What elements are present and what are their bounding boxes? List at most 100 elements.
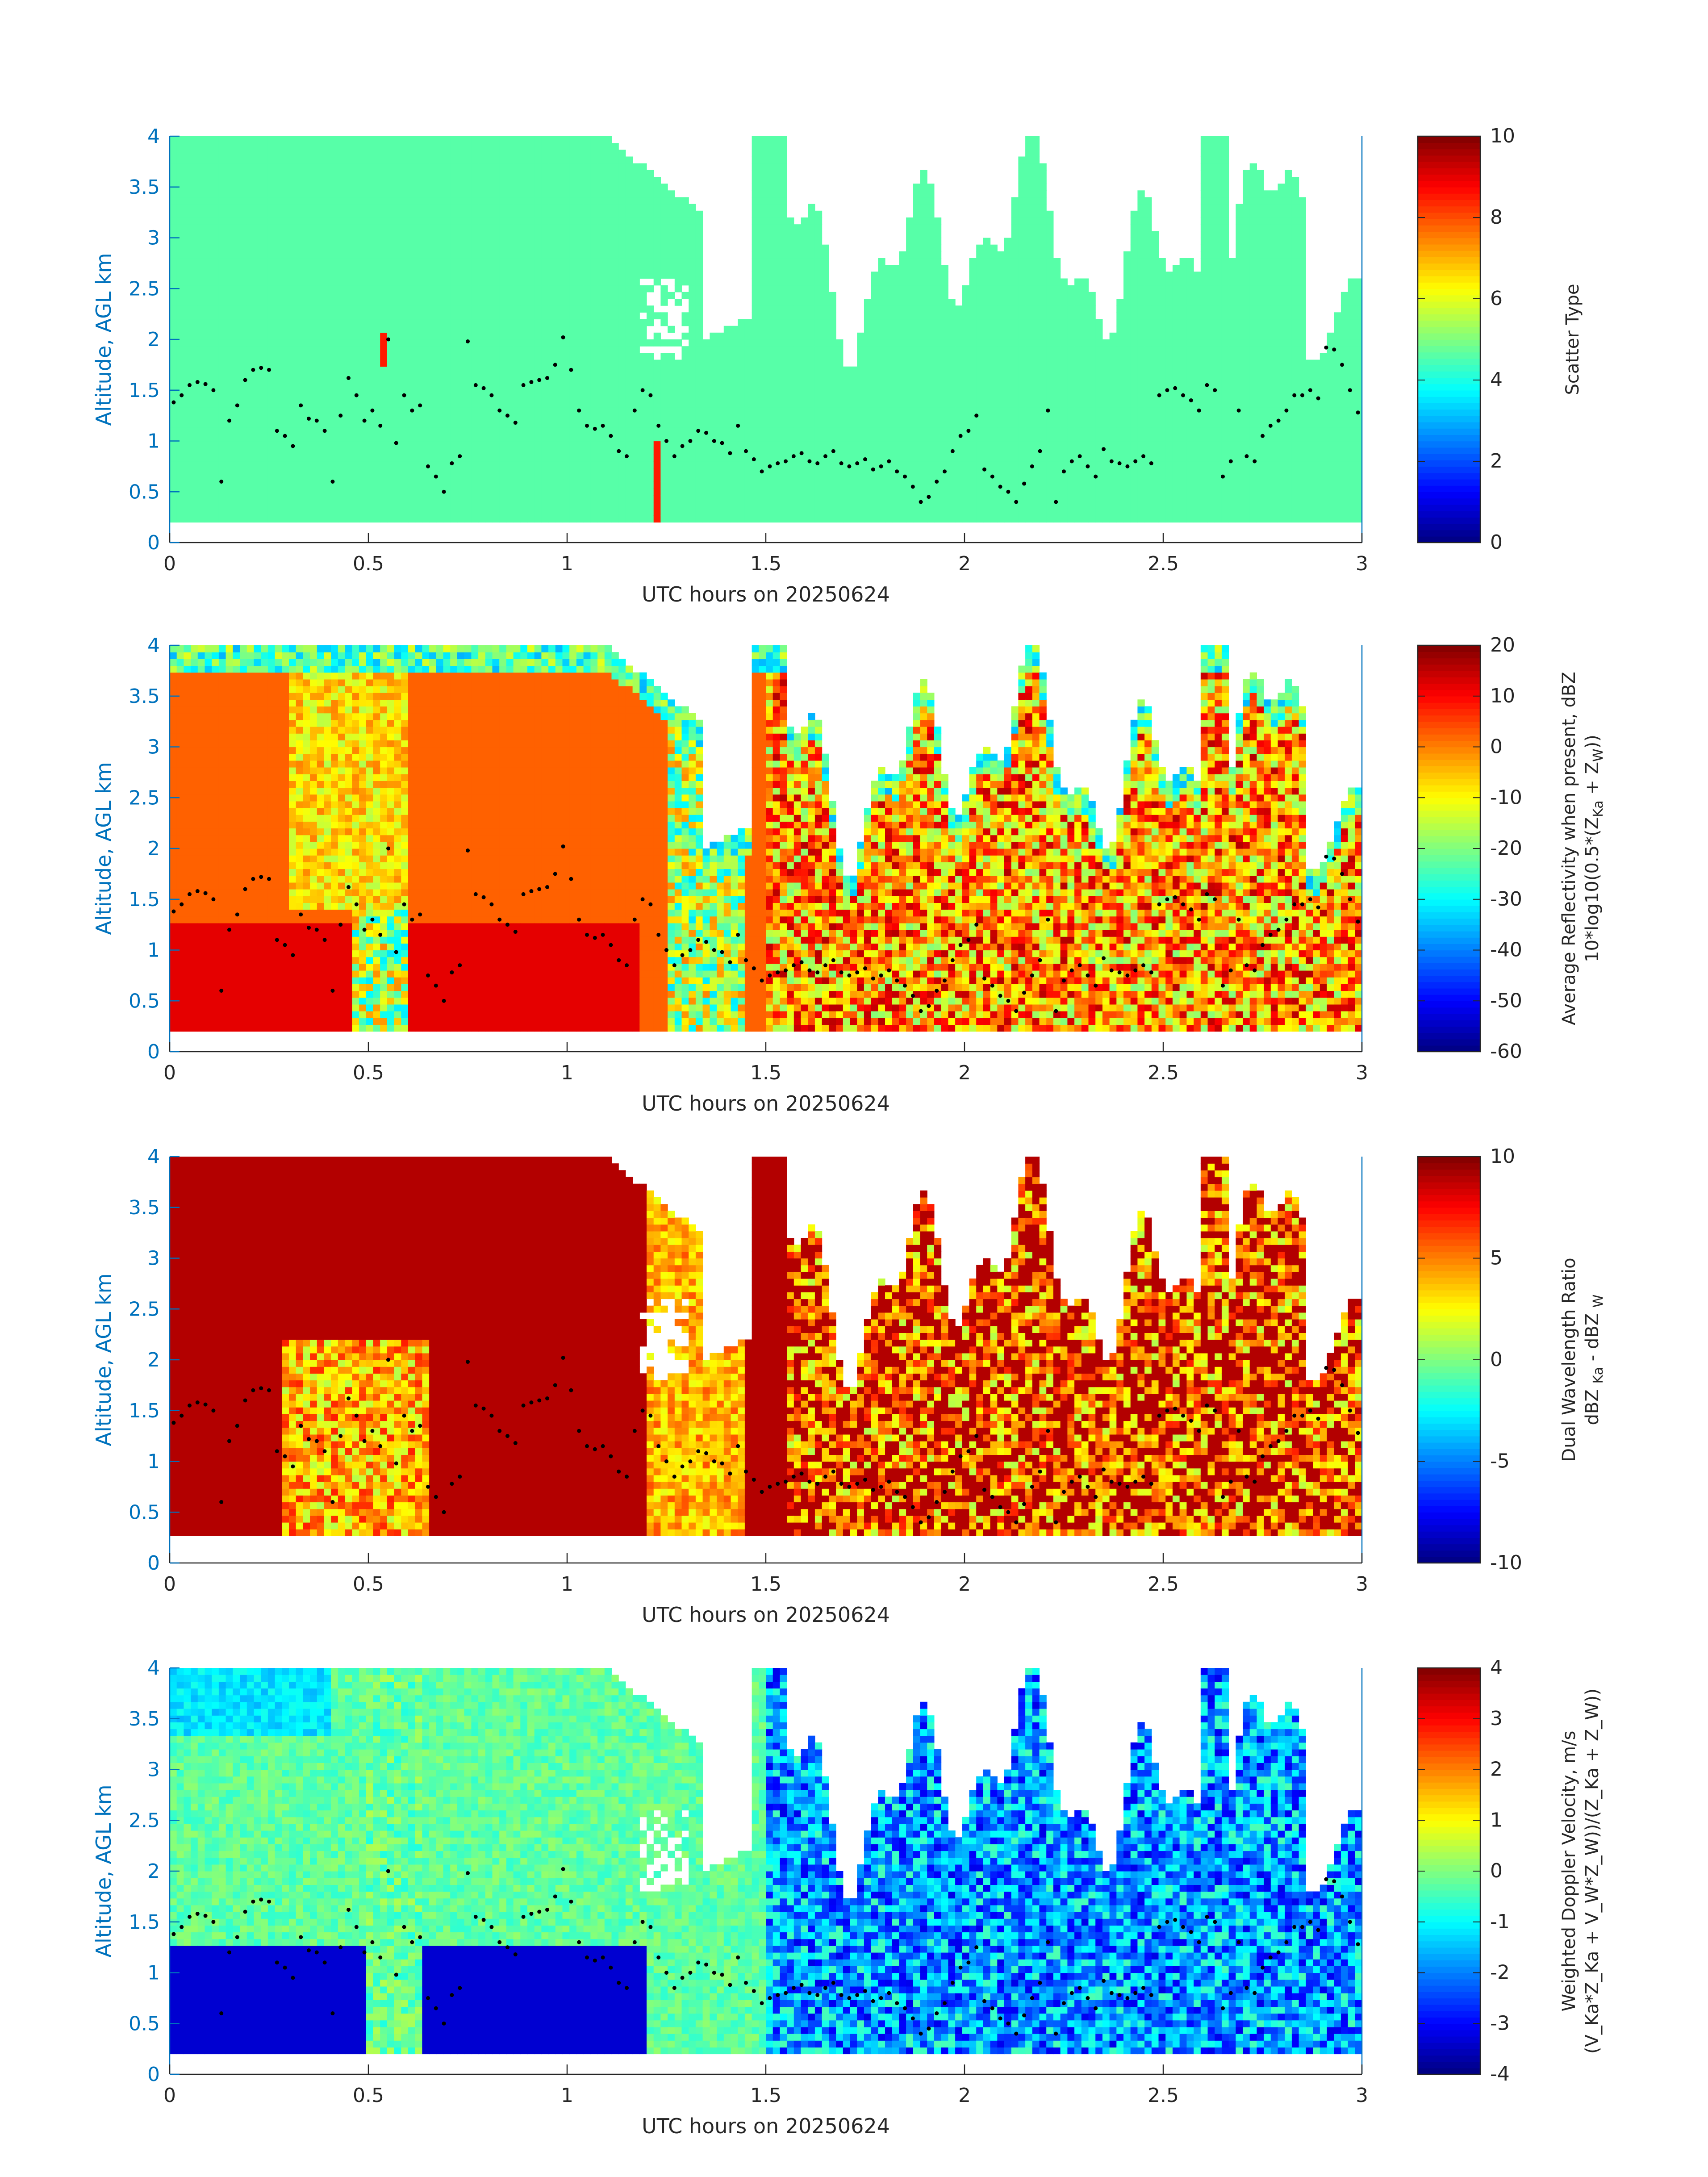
heatmap-cell bbox=[506, 150, 514, 157]
heatmap-cell bbox=[457, 421, 464, 428]
heatmap-cell bbox=[408, 495, 415, 502]
heatmap-cell bbox=[815, 285, 822, 292]
heatmap-cell bbox=[324, 305, 331, 313]
heatmap-cell bbox=[675, 211, 682, 218]
heatmap-cell bbox=[310, 367, 317, 374]
heatmap-cell bbox=[345, 190, 352, 197]
heatmap-cell bbox=[317, 224, 324, 231]
heatmap-cell bbox=[689, 387, 696, 394]
heatmap-cell bbox=[380, 489, 387, 496]
heatmap-cell bbox=[478, 326, 485, 333]
heatmap-cell bbox=[485, 346, 493, 353]
heatmap-cell bbox=[576, 434, 584, 441]
heatmap-cell bbox=[626, 245, 633, 252]
heatmap-cell bbox=[212, 312, 219, 319]
heatmap-cell bbox=[766, 285, 773, 292]
heatmap-cell bbox=[352, 360, 359, 367]
heatmap-cell bbox=[675, 251, 682, 259]
heatmap-cell bbox=[289, 136, 296, 143]
heatmap-cell bbox=[205, 150, 212, 157]
heatmap-cell bbox=[177, 170, 184, 177]
heatmap-cell bbox=[408, 333, 415, 340]
heatmap-cell bbox=[801, 461, 808, 468]
heatmap-cell bbox=[233, 421, 240, 428]
heatmap-cell bbox=[590, 217, 597, 225]
heatmap-cell bbox=[514, 217, 521, 225]
heatmap-cell bbox=[514, 326, 521, 333]
heatmap-cell bbox=[541, 224, 548, 231]
heatmap-cell bbox=[569, 475, 576, 482]
heatmap-cell bbox=[506, 489, 514, 496]
heatmap-cell bbox=[296, 305, 303, 313]
heatmap-cell bbox=[296, 299, 303, 306]
heatmap-cell bbox=[822, 339, 829, 347]
heatmap-cell bbox=[499, 319, 506, 326]
heatmap-cell bbox=[401, 482, 408, 489]
heatmap-cell bbox=[506, 482, 514, 489]
heatmap-cell bbox=[633, 448, 640, 455]
heatmap-cell bbox=[563, 204, 570, 211]
heatmap-cell bbox=[569, 265, 576, 272]
heatmap-cell bbox=[240, 421, 247, 428]
heatmap-cell bbox=[682, 319, 689, 326]
heatmap-cell bbox=[794, 279, 801, 286]
heatmap-cell bbox=[177, 339, 184, 347]
heatmap-cell bbox=[541, 197, 548, 205]
heatmap-cell bbox=[359, 279, 366, 286]
heatmap-cell bbox=[352, 461, 359, 468]
heatmap-cell bbox=[324, 441, 331, 448]
heatmap-cell bbox=[359, 393, 366, 401]
heatmap-cell bbox=[282, 305, 289, 313]
heatmap-cell bbox=[493, 251, 500, 259]
heatmap-cell bbox=[212, 427, 219, 435]
heatmap-cell bbox=[352, 279, 359, 286]
heatmap-cell bbox=[296, 461, 303, 468]
heatmap-cell bbox=[219, 197, 226, 205]
heatmap-cell bbox=[471, 285, 478, 292]
heatmap-cell bbox=[471, 482, 478, 489]
heatmap-cell bbox=[457, 292, 464, 299]
heatmap-cell bbox=[829, 401, 836, 408]
heatmap-cell bbox=[612, 299, 619, 306]
heatmap-cell bbox=[345, 455, 352, 462]
heatmap-cell bbox=[289, 272, 296, 279]
heatmap-cell bbox=[310, 387, 317, 394]
heatmap-cell bbox=[247, 495, 254, 502]
heatmap-cell bbox=[226, 312, 233, 319]
heatmap-cell bbox=[731, 393, 738, 401]
heatmap-cell bbox=[401, 265, 408, 272]
heatmap-cell bbox=[373, 414, 380, 421]
heatmap-cell bbox=[660, 224, 668, 231]
heatmap-cell bbox=[682, 448, 689, 455]
heatmap-cell bbox=[457, 515, 464, 522]
heatmap-cell bbox=[724, 427, 731, 435]
heatmap-cell bbox=[450, 407, 457, 414]
heatmap-cell bbox=[296, 143, 303, 150]
heatmap-cell bbox=[317, 333, 324, 340]
heatmap-cell bbox=[275, 353, 282, 360]
heatmap-cell bbox=[590, 150, 597, 157]
heatmap-cell bbox=[499, 251, 506, 259]
heatmap-cell bbox=[675, 387, 682, 394]
heatmap-cell bbox=[759, 184, 766, 191]
heatmap-cell bbox=[324, 265, 331, 272]
heatmap-cell bbox=[576, 495, 584, 502]
heatmap-cell bbox=[794, 407, 801, 414]
heatmap-cell bbox=[205, 326, 212, 333]
heatmap-cell bbox=[261, 414, 268, 421]
heatmap-cell bbox=[766, 353, 773, 360]
heatmap-cell bbox=[261, 150, 268, 157]
heatmap-cell bbox=[352, 353, 359, 360]
heatmap-cell bbox=[177, 245, 184, 252]
heatmap-cell bbox=[576, 353, 584, 360]
heatmap-cell bbox=[548, 421, 555, 428]
heatmap-cell bbox=[443, 279, 451, 286]
heatmap-cell bbox=[191, 245, 198, 252]
heatmap-cell bbox=[345, 360, 352, 367]
heatmap-cell bbox=[268, 231, 275, 238]
heatmap-cell bbox=[576, 515, 584, 522]
heatmap-cell bbox=[198, 489, 205, 496]
heatmap-cell bbox=[647, 353, 654, 360]
heatmap-cell bbox=[626, 427, 633, 435]
heatmap-cell bbox=[289, 163, 296, 171]
